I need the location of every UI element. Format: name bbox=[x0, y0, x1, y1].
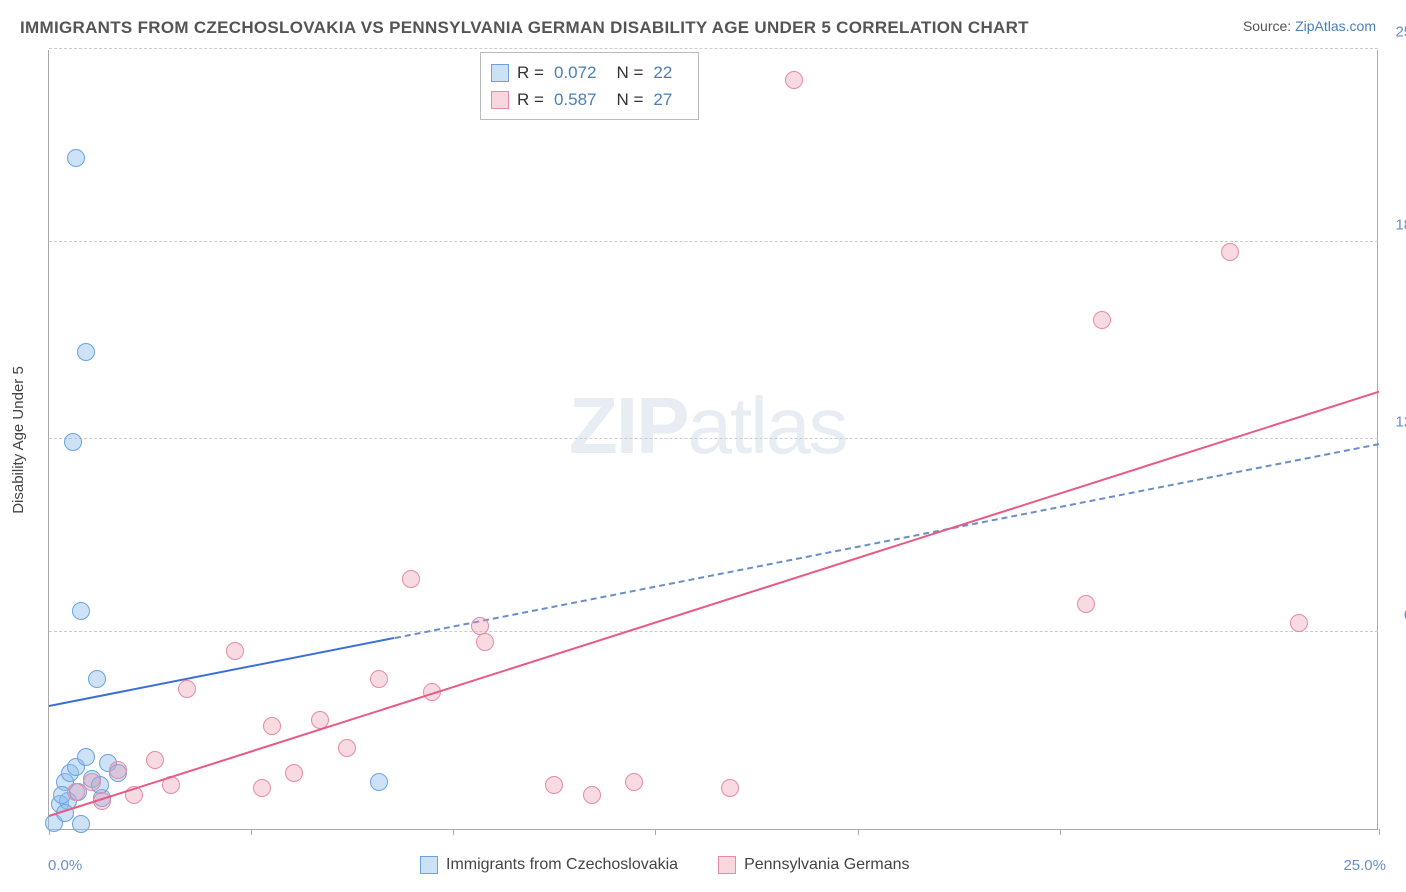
series-legend-item: Immigrants from Czechoslovakia bbox=[420, 856, 678, 874]
x-axis-max-label: 25.0% bbox=[1343, 857, 1386, 874]
data-point bbox=[338, 739, 356, 757]
legend-swatch bbox=[491, 64, 509, 82]
data-point bbox=[285, 764, 303, 782]
data-point bbox=[1093, 311, 1111, 329]
legend-swatch bbox=[491, 91, 509, 109]
grid-line bbox=[49, 241, 1378, 242]
data-point bbox=[785, 71, 803, 89]
grid-line bbox=[49, 631, 1378, 632]
legend-swatch bbox=[420, 856, 438, 874]
x-tick bbox=[251, 829, 252, 835]
legend-n-label: N = bbox=[616, 86, 643, 113]
data-point bbox=[370, 773, 388, 791]
data-point bbox=[476, 633, 494, 651]
plot-area: ZIPatlas 6.3%12.5%18.8%25.0% bbox=[48, 50, 1378, 830]
y-tick-label: 25.0% bbox=[1383, 24, 1406, 41]
right-axis-line bbox=[1377, 50, 1378, 829]
grid-line bbox=[49, 48, 1378, 49]
data-point bbox=[109, 761, 127, 779]
series-legend-item: Pennsylvania Germans bbox=[718, 856, 909, 874]
series-name: Pennsylvania Germans bbox=[744, 856, 909, 874]
data-point bbox=[1290, 614, 1308, 632]
y-axis-label: Disability Age Under 5 bbox=[10, 366, 27, 514]
x-tick bbox=[655, 829, 656, 835]
data-point bbox=[146, 751, 164, 769]
source-link[interactable]: ZipAtlas.com bbox=[1295, 18, 1376, 34]
data-point bbox=[178, 680, 196, 698]
data-point bbox=[64, 433, 82, 451]
y-tick-label: 18.8% bbox=[1383, 217, 1406, 234]
data-point bbox=[545, 776, 563, 794]
legend-row: R = 0.072 N = 22 bbox=[491, 59, 684, 86]
data-point bbox=[583, 786, 601, 804]
legend-r-label: R = bbox=[517, 59, 544, 86]
correlation-legend: R = 0.072 N = 22 R = 0.587 N = 27 bbox=[480, 52, 699, 120]
data-point bbox=[721, 779, 739, 797]
data-point bbox=[83, 773, 101, 791]
source-attribution: Source: ZipAtlas.com bbox=[1243, 18, 1376, 34]
data-point bbox=[625, 773, 643, 791]
data-point bbox=[402, 570, 420, 588]
data-point bbox=[77, 343, 95, 361]
trend-line bbox=[395, 443, 1380, 639]
trend-line bbox=[49, 390, 1380, 816]
data-point bbox=[88, 670, 106, 688]
data-point bbox=[72, 815, 90, 833]
x-axis-min-label: 0.0% bbox=[48, 857, 82, 874]
legend-r-value: 0.072 bbox=[554, 59, 597, 86]
data-point bbox=[263, 717, 281, 735]
source-prefix: Source: bbox=[1243, 18, 1295, 34]
data-point bbox=[1221, 243, 1239, 261]
legend-n-value: 27 bbox=[653, 86, 672, 113]
data-point bbox=[67, 149, 85, 167]
legend-r-value: 0.587 bbox=[554, 86, 597, 113]
y-tick-label: 12.5% bbox=[1383, 414, 1406, 431]
legend-n-value: 22 bbox=[653, 59, 672, 86]
data-point bbox=[77, 748, 95, 766]
watermark-bold: ZIP bbox=[569, 381, 687, 470]
y-tick-label: 6.3% bbox=[1383, 607, 1406, 624]
chart-title: IMMIGRANTS FROM CZECHOSLOVAKIA VS PENNSY… bbox=[20, 18, 1029, 38]
x-tick bbox=[1060, 829, 1061, 835]
grid-line bbox=[49, 438, 1378, 439]
watermark: ZIPatlas bbox=[569, 380, 846, 472]
legend-n-label: N = bbox=[616, 59, 643, 86]
x-tick bbox=[858, 829, 859, 835]
data-point bbox=[253, 779, 271, 797]
data-point bbox=[67, 783, 85, 801]
series-name: Immigrants from Czechoslovakia bbox=[446, 856, 678, 874]
data-point bbox=[370, 670, 388, 688]
watermark-light: atlas bbox=[687, 381, 846, 470]
data-point bbox=[1077, 595, 1095, 613]
legend-r-label: R = bbox=[517, 86, 544, 113]
legend-swatch bbox=[718, 856, 736, 874]
series-legend: Immigrants from Czechoslovakia Pennsylvan… bbox=[420, 856, 910, 874]
data-point bbox=[72, 602, 90, 620]
x-tick bbox=[453, 829, 454, 835]
data-point bbox=[226, 642, 244, 660]
legend-row: R = 0.587 N = 27 bbox=[491, 86, 684, 113]
x-tick bbox=[1379, 829, 1380, 835]
